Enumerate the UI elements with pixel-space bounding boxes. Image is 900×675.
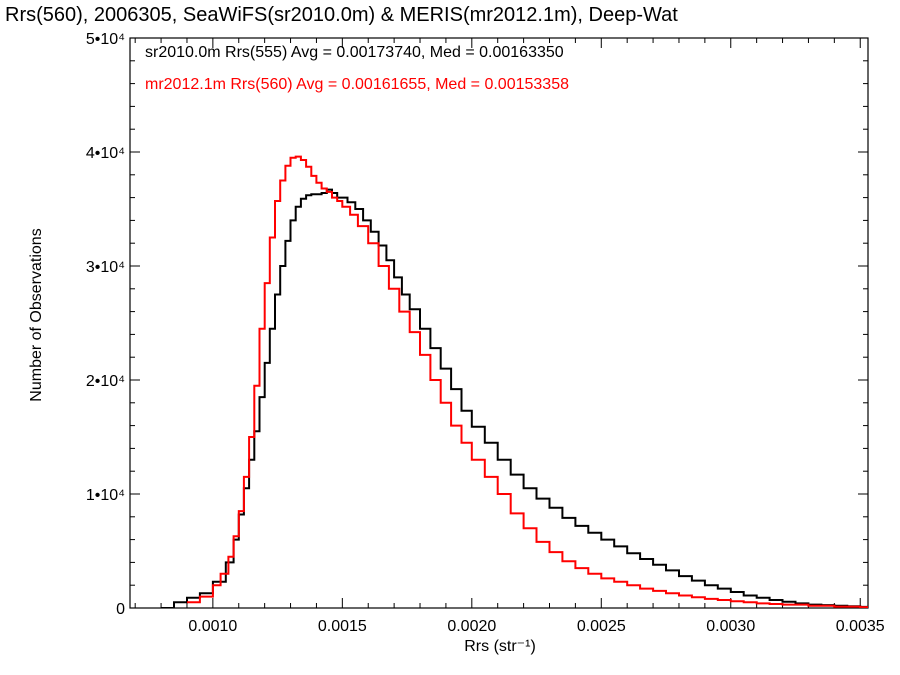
x-axis-label: Rrs (str⁻¹)	[464, 638, 536, 655]
x-tick-label: 0.0035	[836, 618, 885, 635]
y-tick-label: 2•10⁴	[86, 373, 125, 390]
y-axis-label: Number of Observations	[28, 228, 45, 402]
y-tick-label: 0	[116, 601, 125, 618]
y-tick-label: 5•10⁴	[86, 31, 125, 48]
y-tick-label: 4•10⁴	[86, 145, 125, 162]
series-line-1	[187, 155, 868, 608]
legend-entry-meris: mr2012.1m Rrs(560) Avg = 0.00161655, Med…	[145, 76, 569, 93]
legend-entry-seawifs: sr2010.0m Rrs(555) Avg = 0.00173740, Med…	[145, 44, 564, 61]
plot-frame	[129, 37, 869, 609]
x-tick-label: 0.0020	[447, 618, 496, 635]
y-tick-label: 3•10⁴	[86, 259, 125, 276]
x-tick-label: 0.0010	[188, 618, 237, 635]
y-tick-label: 1•10⁴	[86, 487, 125, 504]
series-line-0	[161, 188, 868, 608]
x-tick-label: 0.0025	[577, 618, 626, 635]
x-tick-label: 0.0030	[706, 618, 755, 635]
x-tick-label: 0.0015	[318, 618, 367, 635]
chart-title: Rrs(560), 2006305, SeaWiFS(sr2010.0m) & …	[5, 4, 678, 26]
